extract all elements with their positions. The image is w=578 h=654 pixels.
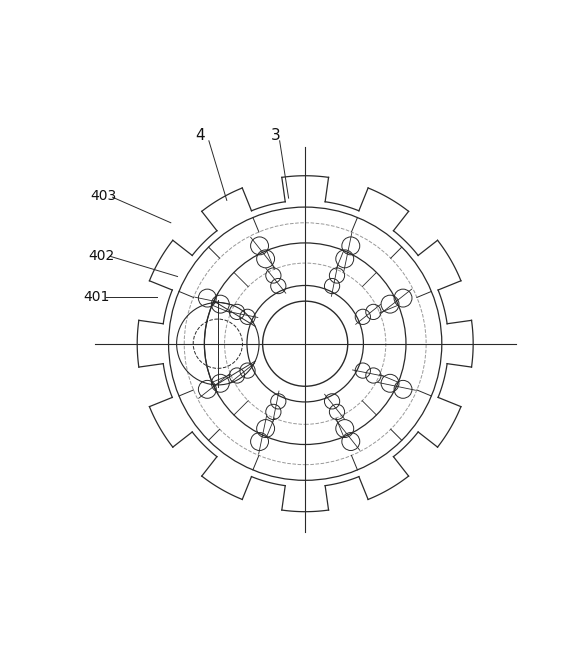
Text: 3: 3	[271, 128, 281, 143]
Text: 4: 4	[195, 128, 205, 143]
Text: 401: 401	[83, 290, 110, 303]
Text: 402: 402	[88, 249, 114, 264]
Text: 403: 403	[90, 189, 116, 203]
